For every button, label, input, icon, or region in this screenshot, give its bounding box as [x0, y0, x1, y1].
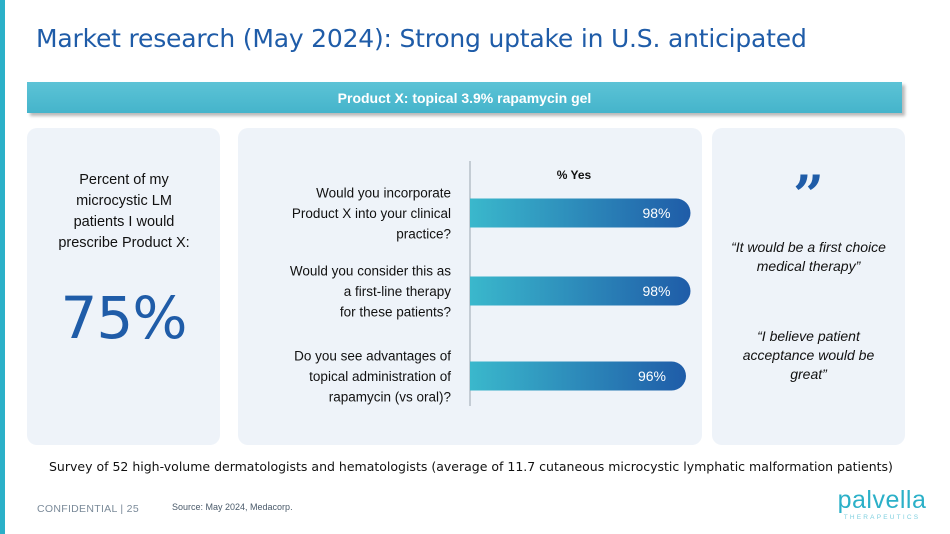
left-accent-bar [0, 0, 5, 534]
quotes-panel: ” “It would be a first choice medical th… [712, 128, 905, 445]
logo-wordmark: palvella [837, 486, 927, 514]
category-label-2: Would you consider this as a first-line t… [290, 264, 451, 320]
bar-value-label-3: 96% [638, 368, 666, 384]
bar-1 [470, 198, 691, 228]
category-label-2-line-1: Would you consider this as [290, 264, 451, 279]
chart-title: % Yes [557, 168, 592, 182]
logo-subtitle: THERAPEUTICS [843, 514, 921, 521]
category-label-3-line-3: rapamycin (vs oral)? [329, 390, 451, 405]
category-label-3-line-1: Do you see advantages of [294, 349, 451, 364]
category-label-1-line-3: practice? [396, 227, 451, 242]
bar-3 [470, 361, 686, 391]
prescribe-percent-panel: Percent of my microcystic LM patients I … [27, 128, 220, 445]
quote-mark-icon: ” [792, 163, 825, 227]
category-label-1: Would you incorporate Product X into your… [292, 186, 451, 242]
category-label-2-line-3: for these patients? [340, 305, 451, 320]
palvella-logo: palvella THERAPEUTICS [832, 487, 932, 523]
prescribe-question: Percent of my microcystic LM patients I … [58, 172, 190, 251]
category-label-1-line-2: Product X into your clinical [292, 206, 451, 221]
survey-bar-chart: % Yes 98% Would you incorporate Product X … [290, 161, 691, 406]
survey-footnote: Survey of 52 high-volume dermatologists … [49, 459, 893, 474]
bar-value-label-1: 98% [642, 205, 670, 221]
bar-value-label-2: 98% [642, 283, 670, 299]
quote-patient-acceptance: “I believe patient acceptance would be g… [742, 328, 875, 382]
category-label-2-line-2: a first-line therapy [344, 284, 452, 299]
category-label-3-line-2: topical administration of [309, 369, 451, 384]
survey-chart-panel: % Yes 98% Would you incorporate Product X … [238, 128, 702, 445]
category-label-1-line-1: Would you incorporate [316, 186, 451, 201]
product-banner: Product X: topical 3.9% rapamycin gel [27, 82, 902, 113]
source-note: Source: May 2024, Medacorp. [172, 502, 293, 512]
prescribe-percent-value: 75% [60, 284, 188, 352]
bar-2 [470, 276, 691, 306]
quote-first-choice: “It would be a first choice medical ther… [731, 239, 886, 274]
category-label-3: Do you see advantages of topical administ… [294, 349, 451, 405]
confidential-page-number: CONFIDENTIAL | 25 [37, 503, 139, 515]
slide-title: Market research (May 2024): Strong uptak… [36, 24, 807, 53]
product-banner-label: Product X: topical 3.9% rapamycin gel [337, 89, 592, 106]
